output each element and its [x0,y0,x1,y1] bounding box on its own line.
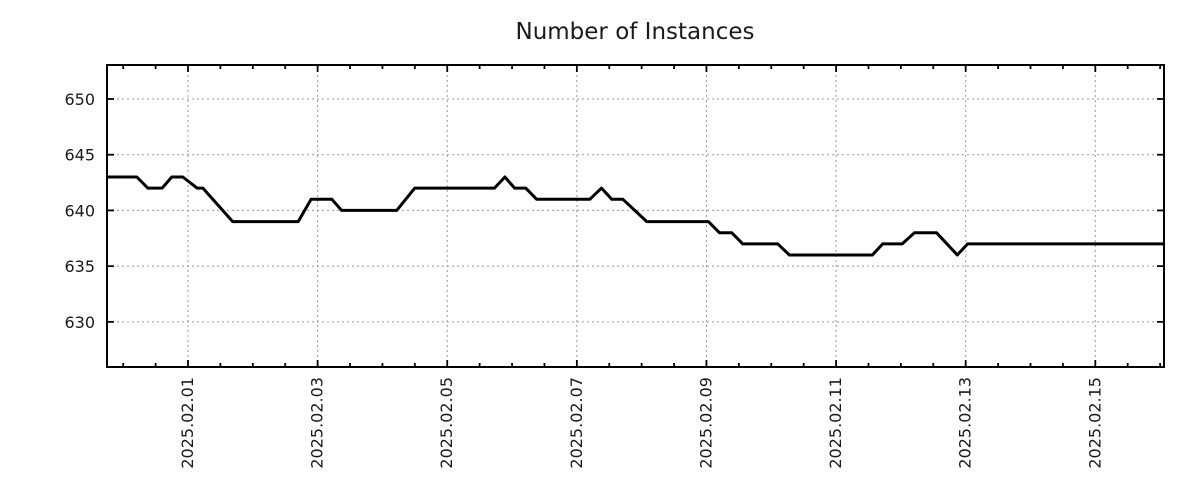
x-tick-label: 2025.02.03 [308,377,327,469]
x-tick-label: 2025.02.05 [437,377,456,469]
x-tick-label: 2025.02.15 [1085,377,1104,469]
x-tick-label: 2025.02.01 [178,377,197,469]
gridlines [107,65,1164,367]
y-tick-label: 640 [64,201,95,220]
axis-ticks [107,65,1164,367]
y-tick-label: 645 [64,146,95,165]
y-tick-labels: 630 635 640 645 650 [64,90,95,332]
series-line [107,175,1164,257]
x-tick-label: 2025.02.07 [567,377,586,469]
chart-title: Number of Instances [516,19,755,45]
x-tick-label: 2025.02.13 [956,377,975,469]
plot-border [106,64,1165,368]
y-tick-label: 650 [64,90,95,109]
y-tick-label: 630 [64,313,95,332]
x-tick-labels: 2025.02.01 2025.02.03 2025.02.05 2025.02.07… [178,377,1104,469]
x-tick-label: 2025.02.09 [696,377,715,469]
y-tick-label: 635 [64,257,95,276]
x-tick-label: 2025.02.11 [826,377,845,469]
